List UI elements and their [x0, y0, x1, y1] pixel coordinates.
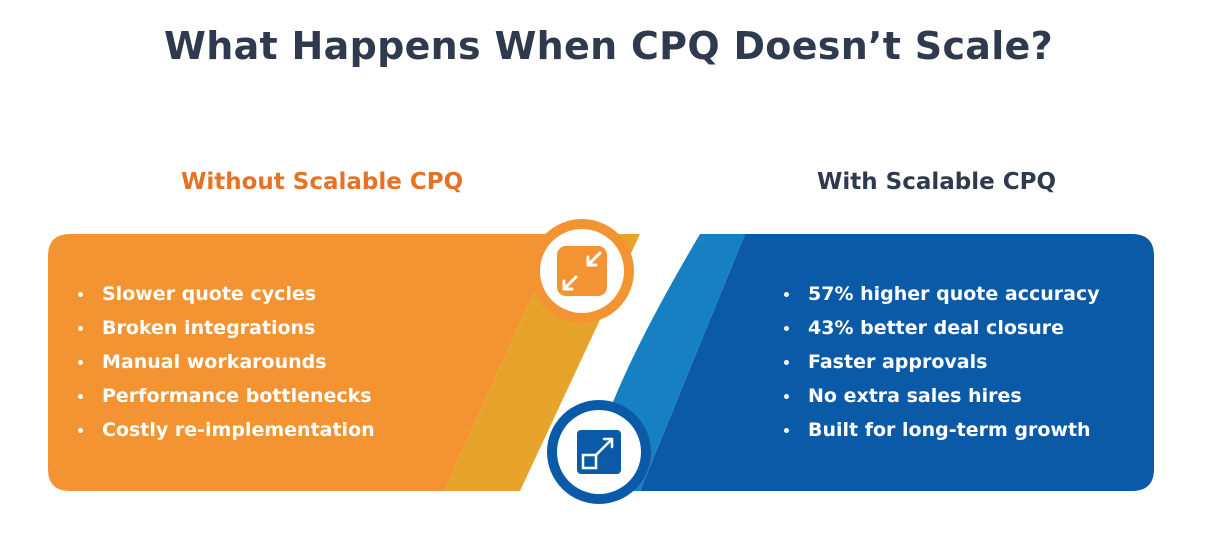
list-item: No extra sales hires: [782, 379, 1100, 413]
without-scalable-heading: Without Scalable CPQ: [181, 169, 464, 195]
with-scalable-list: 57% higher quote accuracy 43% better dea…: [782, 277, 1100, 447]
list-item: Built for long-term growth: [782, 413, 1100, 447]
list-item: Performance bottlenecks: [76, 379, 375, 413]
shrink-arrows-icon: [530, 219, 634, 323]
list-item: 43% better deal closure: [782, 311, 1100, 345]
list-item: Costly re-implementation: [76, 413, 375, 447]
page-title: What Happens When CPQ Doesn’t Scale?: [164, 24, 1053, 68]
list-item: 57% higher quote accuracy: [782, 277, 1100, 311]
list-item: Faster approvals: [782, 345, 1100, 379]
without-scalable-list: Slower quote cycles Broken integrations …: [76, 277, 375, 447]
expand-arrow-icon: [547, 400, 651, 504]
list-item: Slower quote cycles: [76, 277, 375, 311]
list-item: Manual workarounds: [76, 345, 375, 379]
list-item: Broken integrations: [76, 311, 375, 345]
with-scalable-panel: [640, 234, 1154, 491]
with-scalable-heading: With Scalable CPQ: [817, 169, 1056, 195]
without-scalable-panel: [48, 234, 560, 491]
